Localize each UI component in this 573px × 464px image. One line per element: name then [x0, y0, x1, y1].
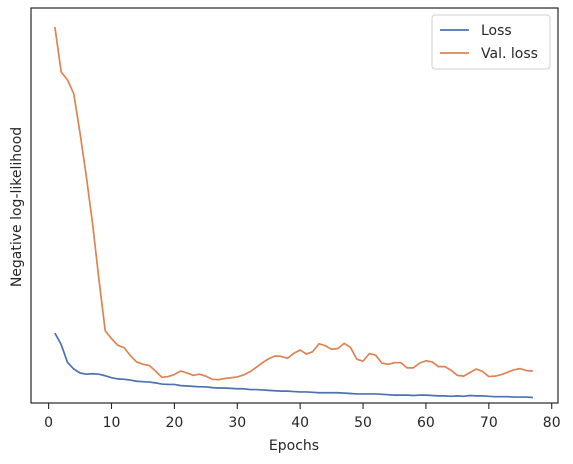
legend-label-loss: Loss: [481, 23, 512, 39]
legend-box: [431, 14, 551, 70]
series-line-val-loss: [54, 26, 533, 381]
x-axis-label: Epochs: [269, 438, 319, 454]
y-axis-label: Negative log-likelihood: [9, 127, 25, 287]
x-tick-label: 0: [44, 415, 53, 431]
x-tick-label: 80: [543, 415, 561, 431]
legend: Loss Val. loss: [431, 14, 551, 70]
x-tick-label: 50: [354, 415, 372, 431]
legend-label-val-loss: Val. loss: [481, 46, 538, 62]
x-tick-label: 60: [417, 415, 435, 431]
x-axis-ticks: 0 10 20 30 40 50 60 70 80: [44, 403, 561, 431]
plot-frame: [30, 7, 559, 404]
x-tick-label: 40: [291, 415, 309, 431]
series-line-loss: [54, 332, 533, 399]
plot-background: [31, 8, 558, 403]
x-tick-label: 20: [165, 415, 183, 431]
x-tick-label: 70: [480, 415, 498, 431]
x-tick-label: 10: [103, 415, 121, 431]
x-tick-label: 30: [228, 415, 246, 431]
series-layer: [54, 26, 533, 399]
